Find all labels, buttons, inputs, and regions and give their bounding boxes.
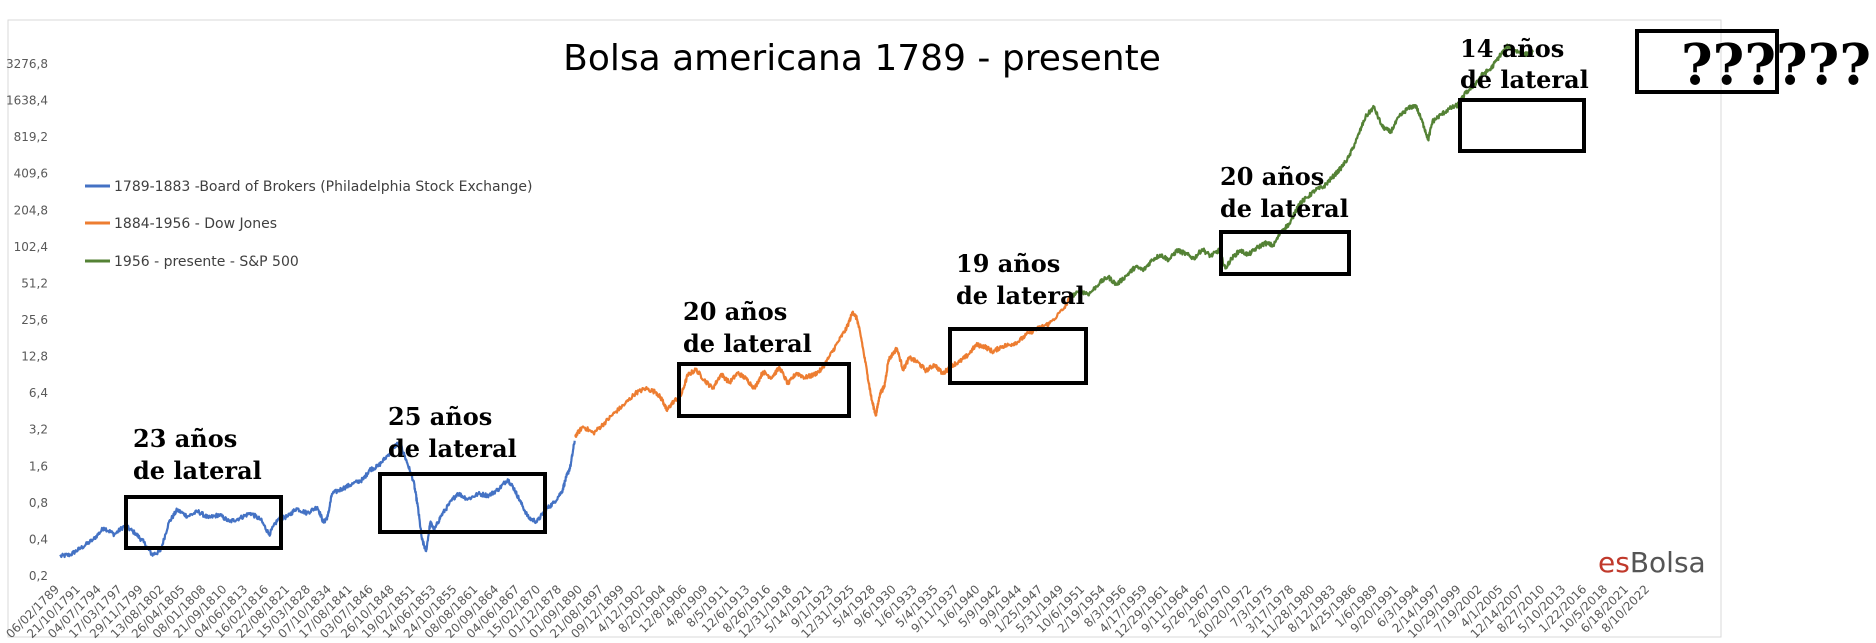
brand-part-bolsa: Bolsa	[1630, 546, 1706, 579]
lateral-box-2	[378, 472, 547, 534]
y-tick-label: 1638,4	[6, 94, 48, 108]
legend: 1789-1883 -Board of Brokers (Philadelphi…	[85, 179, 532, 270]
y-tick-label: 12,8	[21, 350, 48, 364]
legend-label-philadelphia: 1789-1883 -Board of Brokers (Philadelphi…	[114, 179, 532, 195]
y-tick-label: 25,6	[21, 313, 48, 327]
annotation-6-line1: 14 años	[1460, 34, 1564, 63]
annotation-6-line2: de lateral	[1460, 65, 1589, 94]
legend-label-dow-jones: 1884-1956 - Dow Jones	[114, 216, 277, 232]
brand-text: esBolsa	[1598, 546, 1706, 579]
lateral-box-4	[948, 327, 1088, 385]
lateral-box-6	[1458, 98, 1586, 153]
y-tick-label: 102,4	[14, 240, 48, 254]
y-tick-label: 3,2	[29, 423, 48, 437]
annotation-4-line1: 19 años	[956, 249, 1060, 278]
annotation-5-line1: 20 años	[1220, 162, 1324, 191]
series-lines	[59, 43, 1534, 559]
annotation-2-line1: 25 años	[388, 402, 492, 431]
y-tick-label: 0,8	[29, 496, 48, 510]
y-tick-label: 819,2	[14, 130, 48, 144]
y-tick-label: 51,2	[21, 276, 48, 290]
series-line-1	[574, 294, 1072, 438]
annotation-3-line1: 20 años	[683, 297, 787, 326]
y-tick-label: 6,4	[29, 386, 48, 400]
annotation-3-line2: de lateral	[683, 329, 812, 358]
chart-title: Bolsa americana 1789 - presente	[563, 38, 1161, 79]
annotation-1-line2: de lateral	[133, 456, 262, 485]
y-tick-label: 1,6	[29, 459, 48, 473]
y-tick-label: 0,4	[29, 532, 48, 546]
legend-label-sp500: 1956 - presente - S&P 500	[114, 254, 299, 270]
chart-frame	[7, 19, 1722, 638]
lateral-box-5	[1219, 230, 1351, 276]
annotation-2-line2: de lateral	[388, 434, 517, 463]
annotations: 23 años de lateral 25 años de lateral 20…	[124, 29, 1871, 550]
annotation-1-line1: 23 años	[133, 424, 237, 453]
y-tick-label: 3276,8	[6, 57, 48, 71]
series-line-2	[1069, 43, 1534, 300]
lateral-box-3	[677, 362, 851, 418]
question-box	[1635, 29, 1779, 94]
y-axis: 0,2 0,4 0,8 1,6 3,2 6,4 12,8 25,6 51,2 102,4 204,8…	[6, 57, 48, 583]
y-tick-label: 409,6	[14, 167, 48, 181]
series-line-0	[59, 440, 576, 559]
brand-part-es: es	[1598, 546, 1630, 579]
y-tick-label: 0,2	[29, 569, 48, 583]
y-tick-label: 204,8	[14, 203, 48, 217]
brand-logo: esBolsa	[1598, 546, 1706, 579]
annotation-4-line2: de lateral	[956, 281, 1085, 310]
x-axis: 06/02/178921/10/179104/07/179417/03/1797…	[3, 582, 1652, 641]
question-marks: ??????	[1681, 32, 1871, 98]
lateral-box-1	[124, 495, 283, 550]
annotation-5-line2: de lateral	[1220, 194, 1349, 223]
